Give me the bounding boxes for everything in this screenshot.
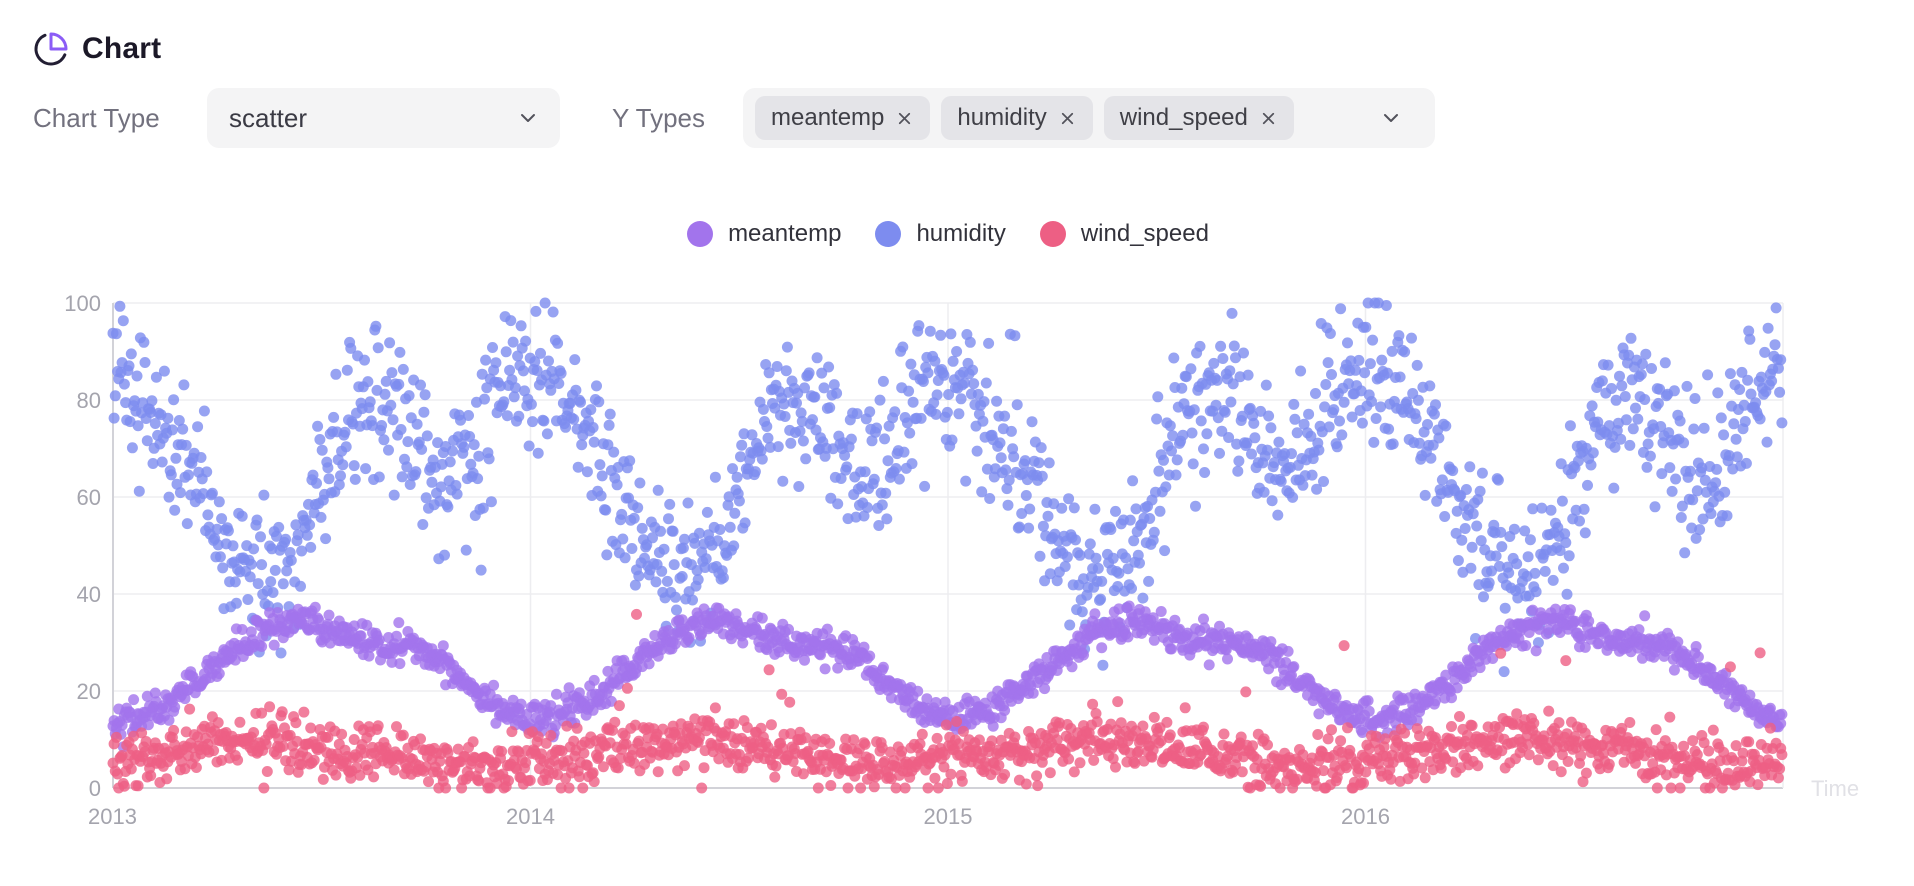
y-type-tag[interactable]: humidity — [941, 96, 1093, 140]
chevron-down-icon — [1379, 106, 1403, 130]
page-title: Chart — [82, 32, 162, 65]
y-tick-label: 80 — [77, 388, 101, 413]
y-type-tag-label: meantemp — [771, 104, 885, 131]
page-header: Chart — [33, 31, 161, 67]
remove-tag-icon[interactable] — [1058, 109, 1077, 128]
y-tick-label: 40 — [77, 582, 101, 607]
series-wind_speed — [107, 608, 1788, 794]
y-type-tag[interactable]: meantemp — [755, 96, 931, 140]
y-types-label: Y Types — [612, 103, 705, 133]
chart-type-label: Chart Type — [33, 103, 160, 133]
chevron-down-icon — [516, 106, 540, 130]
legend-dot-humidity — [875, 221, 902, 247]
y-tick-label: 60 — [77, 485, 101, 510]
y-tick-label: 100 — [64, 291, 101, 316]
x-tick-label: 2016 — [1341, 804, 1390, 829]
legend-label: humidity — [916, 220, 1006, 247]
y-types-select[interactable]: meantemp humidity wind_speed — [743, 88, 1435, 148]
y-type-tag-label: humidity — [957, 104, 1047, 131]
legend-dot-wind_speed — [1039, 221, 1066, 247]
legend-label: wind_speed — [1080, 220, 1209, 247]
legend: meantemp humidity wind_speed — [113, 209, 1783, 259]
pie-chart-icon — [34, 32, 68, 66]
y-type-tags: meantemp humidity wind_speed — [755, 96, 1294, 140]
legend-item[interactable]: humidity — [875, 220, 1006, 248]
series-meantemp — [107, 600, 1788, 753]
y-tick-label: 0 — [89, 776, 101, 801]
x-tick-label: 2013 — [88, 804, 137, 829]
chart-type-value: scatter — [229, 102, 308, 133]
x-axis-title: Time — [1811, 776, 1859, 801]
y-type-tag-label: wind_speed — [1119, 104, 1248, 131]
x-tick-label: 2014 — [506, 804, 555, 829]
legend-label: meantemp — [728, 220, 842, 247]
remove-tag-icon[interactable] — [1259, 109, 1278, 128]
y-type-tag[interactable]: wind_speed — [1103, 96, 1294, 140]
legend-dot-meantemp — [687, 221, 714, 247]
chart-type-select[interactable]: scatter — [207, 88, 560, 148]
x-tick-label: 2015 — [924, 804, 973, 829]
legend-item[interactable]: wind_speed — [1039, 220, 1209, 248]
y-tick-label: 20 — [77, 679, 101, 704]
legend-item[interactable]: meantemp — [687, 220, 841, 248]
remove-tag-icon[interactable] — [895, 109, 914, 128]
